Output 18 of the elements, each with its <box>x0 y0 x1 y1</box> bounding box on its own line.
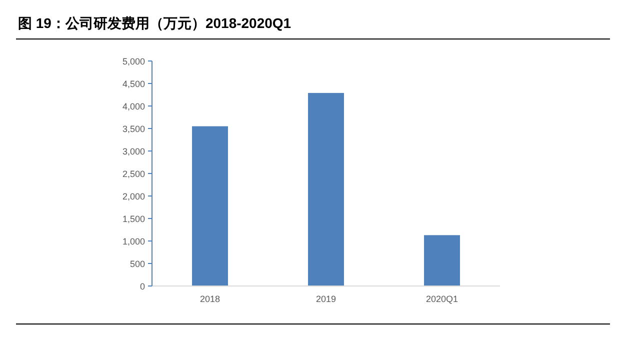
y-tick-label: 4,500 <box>122 79 145 89</box>
y-tick-label: 3,000 <box>122 146 145 156</box>
y-tick-label: 1,000 <box>122 236 145 246</box>
bar <box>192 126 228 286</box>
chart-title: 图 19：公司研发费用（万元）2018-2020Q1 <box>18 15 292 31</box>
y-tick-label: 5,000 <box>122 56 145 66</box>
x-tick-label: 2018 <box>200 294 220 304</box>
y-tick-label: 2,500 <box>122 169 145 179</box>
y-tick-label: 3,500 <box>122 124 145 134</box>
x-tick-label: 2019 <box>316 294 336 304</box>
y-tick-label: 1,500 <box>122 214 145 224</box>
y-tick-label: 0 <box>140 282 145 292</box>
y-tick-label: 4,000 <box>122 102 145 112</box>
y-tick-label: 500 <box>130 259 145 269</box>
y-tick-label: 2,000 <box>122 192 145 202</box>
bar <box>308 92 344 286</box>
x-tick-label: 2020Q1 <box>426 294 458 304</box>
bar <box>424 235 460 286</box>
